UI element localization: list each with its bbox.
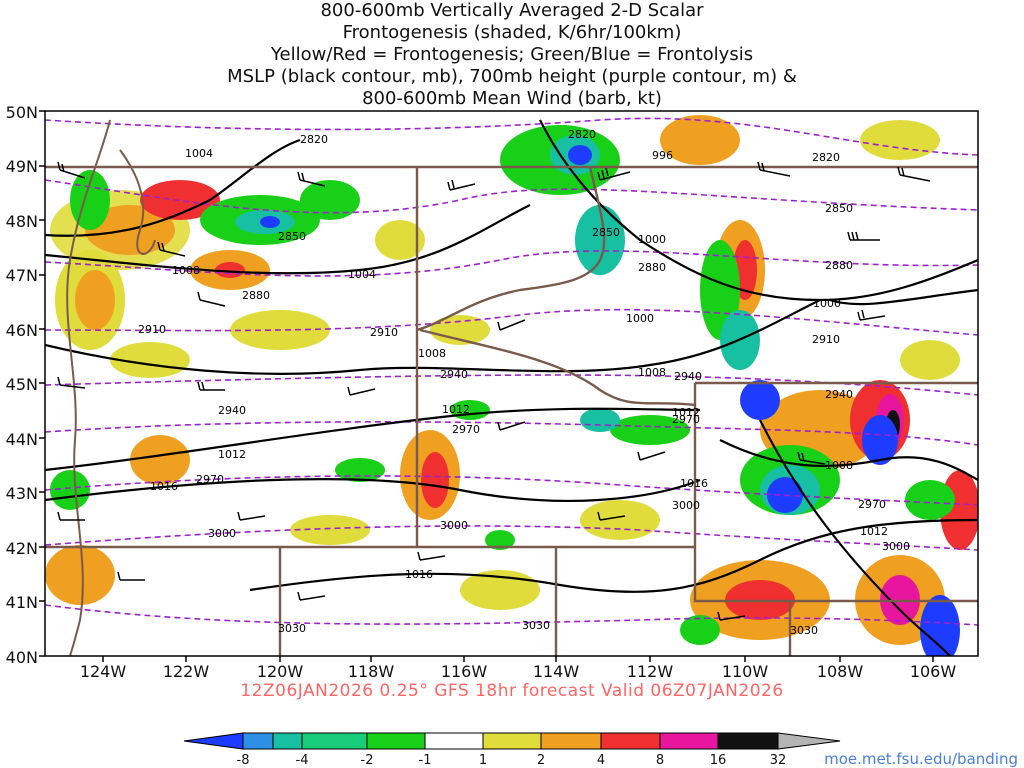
mslp-label: 1008 (172, 264, 200, 277)
mslp-label: 1008 (418, 347, 446, 360)
lat-axis: 50N 49N 48N 47N 46N 45N 44N 43N 42N 41N … (6, 103, 38, 667)
colorbar-label: 16 (710, 753, 727, 768)
mslp-label: 1016 (150, 480, 178, 493)
title-line-3: Yellow/Red = Frontogenesis; Green/Blue =… (270, 44, 754, 65)
height-label: 2910 (370, 326, 398, 339)
colorbar-labels: -8 -4 -2 -1 1 2 4 8 16 32 (237, 753, 787, 768)
lat-label: 44N (6, 430, 38, 449)
colorbar-label: -1 (419, 753, 432, 768)
height-label: 2880 (242, 289, 270, 302)
lat-label: 49N (6, 157, 38, 176)
height-label: 2940 (825, 388, 853, 401)
mslp-label: 1012 (860, 525, 888, 538)
height-label: 2970 (196, 473, 224, 486)
height-label: 2880 (638, 261, 666, 274)
mslp-label: 1000 (638, 233, 666, 246)
lon-label: 120W (257, 662, 304, 681)
lat-label: 50N (6, 103, 38, 122)
height-label: 2910 (138, 323, 166, 336)
lat-label: 41N (6, 593, 38, 612)
lat-label: 43N (6, 484, 38, 503)
lat-label: 40N (6, 648, 38, 667)
lon-label: 116W (441, 662, 488, 681)
lon-label: 110W (722, 662, 769, 681)
height-label: 3000 (672, 499, 700, 512)
height-label: 2820 (300, 133, 328, 146)
height-label: 2940 (674, 370, 702, 383)
height-label: 3000 (440, 519, 468, 532)
title-line-5: 800-600mb Mean Wind (barb, kt) (362, 88, 662, 109)
borders (45, 119, 978, 656)
lat-label: 47N (6, 266, 38, 285)
height-label: 3000 (882, 540, 910, 553)
title-line-4: MSLP (black contour, mb), 700mb height (… (227, 66, 797, 87)
colorbar-label: 2 (537, 753, 545, 768)
lat-label: 48N (6, 212, 38, 231)
height-label: 2940 (218, 404, 246, 417)
lon-axis: 124W 122W 120W 118W 116W 114W 112W 110W … (80, 662, 957, 681)
colorbar-label: -4 (296, 753, 309, 768)
colorbar-label: 32 (770, 753, 787, 768)
lon-label: 124W (80, 662, 127, 681)
mslp-label: 1012 (672, 406, 700, 419)
lat-ticks (39, 110, 45, 657)
colorbar-label: 4 (597, 753, 605, 768)
mslp-contours (45, 119, 978, 656)
height-labels: 2820 2820 2820 2850 2850 2850 2880 2880 … (138, 128, 910, 637)
lon-label: 112W (627, 662, 674, 681)
height-label: 2880 (825, 259, 853, 272)
valid-time-label: 12Z06JAN2026 0.25° GFS 18hr forecast Val… (240, 681, 784, 701)
lat-label: 42N (6, 539, 38, 558)
lat-label: 45N (6, 375, 38, 394)
lat-label: 46N (6, 321, 38, 340)
lon-ticks (102, 656, 934, 662)
colorbar (183, 732, 841, 750)
lon-label: 114W (533, 662, 580, 681)
height-label: 3030 (522, 619, 550, 632)
mslp-label: 1004 (185, 147, 213, 160)
colorbar-label: 8 (656, 753, 664, 768)
height-label: 2850 (592, 226, 620, 239)
lon-label: 122W (163, 662, 210, 681)
colorbar-label: 1 (479, 753, 487, 768)
height-label: 2850 (825, 202, 853, 215)
mslp-label: 996 (652, 149, 673, 162)
wind-barbs (57, 161, 931, 621)
height-label: 2820 (568, 128, 596, 141)
mslp-label: 1000 (813, 297, 841, 310)
height-label: 3030 (278, 622, 306, 635)
title-line-2: Frontogenesis (shaded, K/6hr/100km) (342, 22, 682, 43)
height-label: 3000 (208, 527, 236, 540)
mslp-label: 1012 (218, 448, 246, 461)
mslp-label: 1008 (825, 459, 853, 472)
map-title: 800-600mb Vertically Averaged 2-D Scalar… (0, 0, 1024, 110)
height-label: 2970 (672, 413, 700, 426)
mslp-label: 1008 (638, 366, 666, 379)
credit-link[interactable]: moe.met.fsu.edu/banding (824, 750, 1018, 768)
height-label: 2820 (812, 151, 840, 164)
colorbar-label: -8 (237, 753, 250, 768)
height-label: 2850 (278, 230, 306, 243)
lon-label: 108W (817, 662, 864, 681)
lon-label: 118W (348, 662, 395, 681)
title-line-1: 800-600mb Vertically Averaged 2-D Scalar (320, 0, 704, 21)
height-label: 2910 (812, 333, 840, 346)
mslp-label: 1016 (680, 477, 708, 490)
height-label: 2970 (452, 423, 480, 436)
mslp-label: 1004 (348, 268, 376, 281)
height-label: 2940 (440, 368, 468, 381)
height-label: 2970 (858, 498, 886, 511)
lon-label: 106W (910, 662, 957, 681)
mslp-label: 1000 (626, 312, 654, 325)
mslp-label: 1016 (405, 568, 433, 581)
height-label: 3030 (790, 624, 818, 637)
mslp-labels: 1004 1004 1008 1008 1008 1012 1012 1016 … (150, 147, 888, 581)
mslp-label: 1012 (442, 403, 470, 416)
colorbar-label: -2 (361, 753, 374, 768)
